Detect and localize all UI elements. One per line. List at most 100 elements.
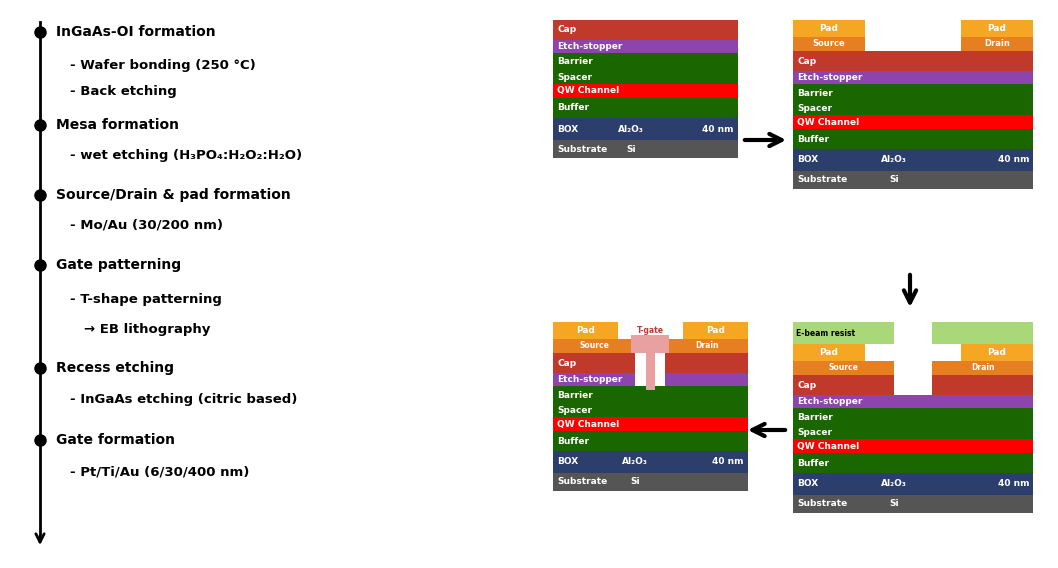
- Bar: [553, 417, 748, 431]
- Text: Pad: Pad: [820, 24, 838, 33]
- Text: Barrier: Barrier: [797, 412, 833, 421]
- Bar: [961, 37, 1033, 51]
- Text: Drain: Drain: [984, 40, 1010, 48]
- Text: Buffer: Buffer: [797, 135, 829, 144]
- Text: - Wafer bonding (250 °C): - Wafer bonding (250 °C): [70, 59, 256, 72]
- Text: InGaAs-OI formation: InGaAs-OI formation: [56, 25, 216, 39]
- Bar: [553, 98, 738, 118]
- Text: Etch-stopper: Etch-stopper: [797, 73, 862, 82]
- Text: BOX: BOX: [797, 156, 818, 165]
- Text: Drain: Drain: [971, 364, 995, 373]
- Text: Buffer: Buffer: [557, 103, 589, 112]
- Bar: [553, 373, 635, 386]
- Text: Spacer: Spacer: [797, 428, 832, 437]
- Bar: [553, 118, 738, 140]
- Text: QW Channel: QW Channel: [557, 420, 619, 428]
- Bar: [553, 451, 748, 473]
- Text: → EB lithography: → EB lithography: [84, 324, 211, 336]
- Text: Al₂O₃: Al₂O₃: [881, 156, 907, 165]
- Text: 40 nm: 40 nm: [998, 156, 1029, 165]
- Bar: [794, 149, 1033, 171]
- Text: Gate formation: Gate formation: [56, 433, 175, 447]
- Text: Spacer: Spacer: [557, 406, 592, 415]
- Text: Source/Drain & pad formation: Source/Drain & pad formation: [56, 188, 291, 202]
- Text: - wet etching (H₃PO₄:H₂O₂:H₂O): - wet etching (H₃PO₄:H₂O₂:H₂O): [70, 148, 303, 161]
- Bar: [794, 453, 1033, 473]
- Bar: [794, 495, 1033, 513]
- Text: - Pt/Ti/Au (6/30/400 nm): - Pt/Ti/Au (6/30/400 nm): [70, 466, 250, 478]
- Bar: [553, 353, 635, 373]
- Bar: [553, 386, 748, 404]
- Bar: [665, 373, 748, 386]
- Bar: [553, 40, 738, 53]
- Text: Substrate: Substrate: [557, 478, 607, 487]
- Text: Si: Si: [626, 144, 636, 153]
- Bar: [794, 408, 1033, 426]
- Text: Barrier: Barrier: [557, 57, 592, 66]
- Text: Pad: Pad: [706, 326, 725, 335]
- Bar: [794, 84, 1033, 102]
- Bar: [794, 322, 894, 344]
- Bar: [794, 439, 1033, 453]
- Bar: [932, 375, 1033, 395]
- Bar: [553, 339, 635, 353]
- Text: Substrate: Substrate: [797, 176, 847, 185]
- Text: Al₂O₃: Al₂O₃: [622, 457, 647, 466]
- Text: BOX: BOX: [557, 124, 579, 133]
- Text: BOX: BOX: [797, 479, 818, 488]
- Bar: [683, 322, 748, 339]
- Text: Spacer: Spacer: [797, 104, 832, 113]
- Text: Cap: Cap: [797, 56, 816, 65]
- Text: Si: Si: [631, 478, 640, 487]
- Text: Pad: Pad: [987, 24, 1006, 33]
- Text: BOX: BOX: [557, 457, 579, 466]
- Text: Pad: Pad: [576, 326, 595, 335]
- Text: Al₂O₃: Al₂O₃: [618, 124, 643, 133]
- Text: - Back etching: - Back etching: [70, 86, 177, 98]
- Text: Mesa formation: Mesa formation: [56, 118, 179, 132]
- Bar: [553, 53, 738, 71]
- Bar: [553, 473, 748, 491]
- Bar: [553, 140, 738, 158]
- Bar: [553, 71, 738, 84]
- Text: Source: Source: [828, 364, 858, 373]
- Bar: [794, 361, 894, 375]
- Bar: [794, 344, 865, 361]
- Bar: [646, 335, 655, 390]
- Text: Source: Source: [579, 341, 609, 350]
- Text: Cap: Cap: [797, 381, 816, 390]
- Text: 40 nm: 40 nm: [998, 479, 1029, 488]
- Text: Pad: Pad: [987, 348, 1006, 357]
- Text: Etch-stopper: Etch-stopper: [557, 42, 622, 51]
- Text: Etch-stopper: Etch-stopper: [797, 397, 862, 406]
- Bar: [553, 84, 738, 98]
- Text: Si: Si: [889, 499, 898, 508]
- Bar: [553, 431, 748, 451]
- Text: Source: Source: [813, 40, 845, 48]
- Text: E-beam resist: E-beam resist: [796, 328, 855, 337]
- Bar: [631, 335, 669, 353]
- Bar: [553, 20, 738, 40]
- Text: Barrier: Barrier: [557, 391, 592, 399]
- Text: Drain: Drain: [695, 341, 718, 350]
- Text: Buffer: Buffer: [797, 458, 829, 467]
- Bar: [932, 361, 1033, 375]
- Bar: [553, 322, 618, 339]
- Text: - InGaAs etching (citric based): - InGaAs etching (citric based): [70, 394, 297, 407]
- Bar: [794, 20, 865, 37]
- Text: 40 nm: 40 nm: [703, 124, 734, 133]
- Text: QW Channel: QW Channel: [797, 441, 859, 450]
- Bar: [961, 20, 1033, 37]
- Text: Cap: Cap: [557, 358, 577, 367]
- Bar: [932, 322, 1033, 344]
- Text: Pad: Pad: [820, 348, 838, 357]
- Text: Substrate: Substrate: [557, 144, 607, 153]
- Text: Recess etching: Recess etching: [56, 361, 174, 375]
- Bar: [794, 375, 894, 395]
- Text: Etch-stopper: Etch-stopper: [557, 375, 622, 384]
- Bar: [961, 344, 1033, 361]
- Text: QW Channel: QW Channel: [797, 118, 859, 127]
- Bar: [794, 473, 1033, 495]
- Text: 40 nm: 40 nm: [712, 457, 744, 466]
- Bar: [794, 171, 1033, 189]
